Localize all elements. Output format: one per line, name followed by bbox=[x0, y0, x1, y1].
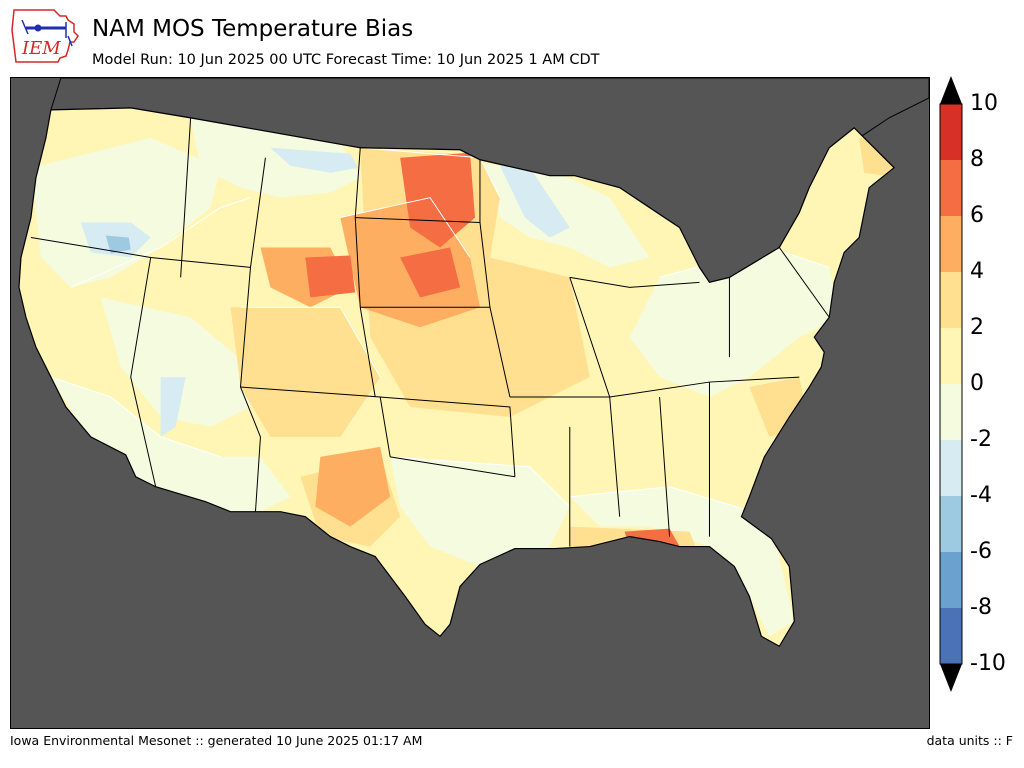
colorbar bbox=[939, 76, 963, 692]
colorbar-outline bbox=[939, 103, 963, 665]
iem-logo: IEM bbox=[11, 9, 79, 63]
bias-region-plus4-new-mexico bbox=[315, 446, 391, 527]
colorbar-tick-label: -8 bbox=[970, 595, 992, 620]
colorbar-tick-label: 6 bbox=[970, 203, 984, 228]
bias-region-minus4-minnesota bbox=[499, 165, 570, 238]
colorbar-tick-label: -2 bbox=[970, 427, 992, 452]
footer-credit: Iowa Environmental Mesonet :: generated … bbox=[10, 733, 423, 748]
colorbar-tick-label: 8 bbox=[970, 147, 984, 172]
colorbar-extend-under bbox=[940, 664, 962, 692]
bias-region-plus6-nebraska bbox=[400, 247, 461, 298]
colorbar-bin bbox=[940, 104, 962, 160]
colorbar-tick-label: 10 bbox=[970, 91, 998, 116]
colorbar-tick-label: -10 bbox=[970, 651, 1006, 676]
colorbar-bin bbox=[940, 496, 962, 552]
chart-title: NAM MOS Temperature Bias bbox=[92, 16, 414, 42]
colorbar-bin bbox=[940, 328, 962, 384]
bias-region-minus2-southern-plains bbox=[390, 456, 570, 567]
us-coastline bbox=[18, 107, 895, 648]
chart-subtitle: Model Run: 10 Jun 2025 00 UTC Forecast T… bbox=[92, 52, 600, 68]
colorbar-tick-label: 2 bbox=[970, 315, 984, 340]
iem-logo-text: IEM bbox=[21, 38, 61, 59]
bias-region-minus6-oregon bbox=[105, 235, 131, 254]
bias-region-minus2-southwest bbox=[50, 377, 291, 517]
bias-region-minus4-montana bbox=[270, 147, 359, 173]
colorbar-bin bbox=[940, 384, 962, 440]
bias-region-minus2-east bbox=[629, 247, 840, 398]
colorbar-bin bbox=[940, 216, 962, 272]
temperature-bias-map bbox=[10, 77, 930, 729]
state-boundaries bbox=[30, 117, 830, 547]
footer-units: data units :: F bbox=[926, 733, 1013, 748]
bias-region-minus2-southeast bbox=[569, 486, 795, 637]
bias-region-minus2-northwest bbox=[30, 137, 221, 288]
bias-region-plus6-dakotas bbox=[400, 152, 475, 248]
colorbar-bin bbox=[940, 608, 962, 664]
colorbar-tick-label: -4 bbox=[970, 483, 992, 508]
colorbar-tick-label: -6 bbox=[970, 539, 992, 564]
colorbar-bin bbox=[940, 160, 962, 216]
bias-region-plus6-wyoming bbox=[305, 255, 356, 298]
bias-region-plus2-southwest bbox=[230, 307, 381, 437]
colorbar-bin bbox=[940, 440, 962, 496]
bias-region-minus4-nevada bbox=[160, 377, 186, 437]
colorbar-tick-label: 0 bbox=[970, 371, 984, 396]
colorbar-extend-over bbox=[940, 76, 962, 104]
colorbar-tick-label: 4 bbox=[970, 259, 984, 284]
bias-region-minus2-northern-plains bbox=[190, 117, 361, 198]
colorbar-bin bbox=[940, 272, 962, 328]
colorbar-bin bbox=[940, 552, 962, 608]
